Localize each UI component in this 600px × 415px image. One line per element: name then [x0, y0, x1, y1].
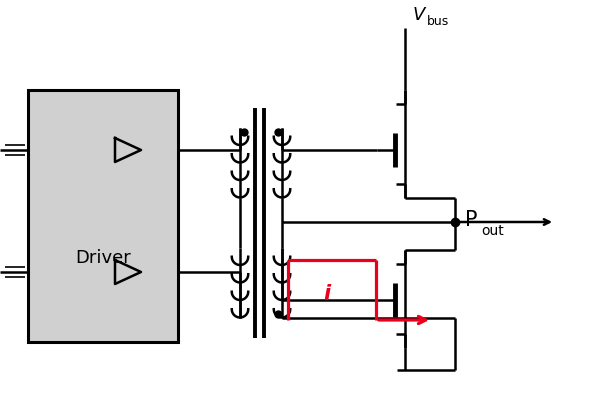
Text: bus: bus: [427, 15, 449, 29]
Text: P: P: [465, 210, 478, 230]
FancyBboxPatch shape: [28, 90, 178, 342]
Text: i: i: [323, 284, 331, 304]
Text: out: out: [481, 224, 504, 238]
Text: Driver: Driver: [75, 249, 131, 267]
Text: V: V: [413, 6, 425, 24]
